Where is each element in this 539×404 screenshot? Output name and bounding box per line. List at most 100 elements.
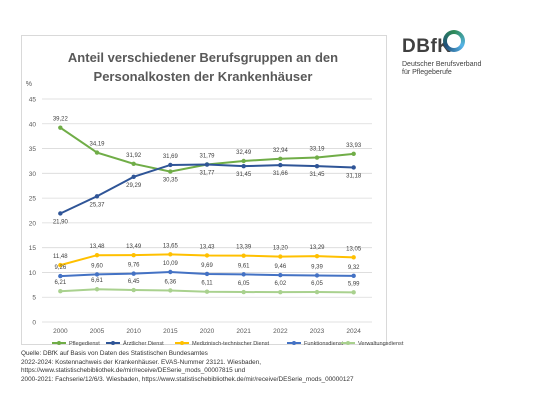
- data-label: 33,19: [309, 147, 325, 153]
- data-label: 33,93: [346, 143, 362, 149]
- x-tick-label: 2010: [126, 328, 141, 335]
- data-label: 31,92: [126, 153, 142, 159]
- legend-label: Medizinisch-technischer Dienst: [192, 341, 270, 347]
- x-tick-label: 2022: [273, 328, 288, 335]
- y-tick-label: 40: [29, 121, 37, 128]
- legend-marker: [57, 341, 61, 345]
- data-point: [131, 287, 136, 293]
- data-label: 32,94: [273, 148, 289, 154]
- y-tick-label: 45: [29, 97, 37, 104]
- data-label: 13,43: [199, 244, 215, 250]
- data-point: [168, 169, 173, 174]
- data-label: 31,69: [163, 154, 179, 160]
- chart-title: Anteil verschiedener Berufsgruppen an de…: [21, 48, 385, 86]
- legend-label: Funktionsdienst: [304, 341, 344, 347]
- data-label: 13,05: [346, 246, 362, 252]
- data-label: 9,60: [91, 263, 103, 269]
- data-point: [278, 272, 283, 278]
- data-point: [241, 272, 246, 277]
- data-point: [131, 252, 136, 258]
- source-line-3: https://www.statistischebibliothek.de/mi…: [21, 367, 246, 375]
- source-line-1: Quelle: DBfK auf Basis von Daten des Sta…: [21, 350, 208, 357]
- data-point: [241, 163, 246, 169]
- source-line-2: 2022-2024: Kostennachweis der Krankenhäu…: [21, 358, 262, 366]
- data-label: 9,32: [348, 265, 360, 271]
- data-label: 6,45: [128, 279, 140, 285]
- data-point: [314, 273, 320, 278]
- data-point: [278, 289, 283, 295]
- data-label: 13,20: [273, 246, 289, 252]
- data-label: 30,35: [163, 178, 179, 184]
- data-point: [204, 289, 210, 294]
- data-label: 13,65: [163, 243, 179, 249]
- y-tick-label: 0: [32, 320, 36, 327]
- data-label: 6,61: [91, 278, 103, 284]
- data-point: [131, 271, 136, 276]
- data-label: 9,39: [311, 264, 323, 270]
- chart-frame: [21, 35, 387, 345]
- data-label: 6,05: [238, 281, 250, 287]
- data-label: 31,66: [273, 171, 289, 177]
- y-axis-label: %: [26, 81, 32, 88]
- data-point: [131, 174, 136, 180]
- data-point: [131, 161, 136, 167]
- data-point: [314, 155, 320, 160]
- data-label: 31,45: [236, 172, 252, 178]
- data-point: [94, 150, 100, 155]
- data-point: [58, 262, 63, 268]
- data-point: [58, 125, 63, 130]
- data-point: [58, 273, 63, 279]
- x-tick-label: 2023: [310, 328, 325, 335]
- data-label: 29,29: [126, 183, 142, 189]
- data-point: [94, 272, 100, 277]
- data-point: [94, 287, 100, 292]
- data-label: 13,29: [309, 245, 325, 251]
- source-note: Quelle: DBfK auf Basis von Daten des Sta…: [21, 350, 536, 384]
- source-line-4: 2000-2021: Fachserie/12/6/3. Wiesbaden, …: [21, 375, 354, 383]
- y-tick-label: 35: [29, 146, 37, 153]
- data-label: 25,37: [89, 202, 105, 208]
- y-tick-label: 15: [29, 245, 37, 252]
- y-tick-label: 5: [32, 295, 36, 302]
- y-tick-label: 25: [29, 196, 37, 203]
- legend-label: Ärztlicher Dienst: [123, 340, 164, 347]
- data-point: [314, 289, 320, 295]
- data-point: [241, 158, 246, 164]
- data-point: [314, 163, 320, 169]
- data-point: [278, 254, 283, 259]
- data-label: 9,76: [128, 263, 140, 269]
- legend-marker: [180, 341, 184, 345]
- y-tick-label: 30: [29, 171, 37, 178]
- data-point: [241, 253, 246, 258]
- x-tick-label: 2000: [53, 328, 68, 335]
- data-label: 10,09: [163, 261, 179, 267]
- data-point: [278, 156, 283, 161]
- logo-ring-icon: [443, 30, 465, 52]
- x-tick-label: 2005: [90, 328, 105, 335]
- data-point: [168, 252, 173, 257]
- data-label: 6,11: [201, 281, 213, 287]
- data-point: [94, 194, 100, 199]
- data-point: [204, 162, 210, 167]
- data-label: 13,39: [236, 245, 252, 251]
- chart-title-line-2: Personalkosten der Krankenhäuser: [93, 69, 313, 84]
- data-label: 13,49: [126, 244, 142, 250]
- data-point: [58, 211, 63, 216]
- data-label: 32,49: [236, 150, 252, 156]
- data-point: [314, 253, 320, 259]
- data-label: 11,48: [53, 254, 68, 260]
- data-label: 6,36: [164, 279, 176, 285]
- x-tick-label: 2020: [200, 328, 215, 335]
- legend-marker: [346, 341, 350, 345]
- legend-marker: [111, 341, 115, 345]
- data-point: [204, 253, 210, 258]
- data-point: [351, 273, 356, 279]
- data-label: 5,99: [348, 281, 360, 287]
- data-point: [351, 290, 356, 295]
- x-tick-label: 2024: [346, 328, 361, 335]
- data-label: 13,48: [89, 244, 105, 250]
- data-label: 6,05: [311, 281, 323, 287]
- data-point: [278, 162, 283, 168]
- data-point: [94, 252, 100, 258]
- logo-subtitle: Deutscher Berufsverband für Pflegeberufe: [402, 61, 481, 77]
